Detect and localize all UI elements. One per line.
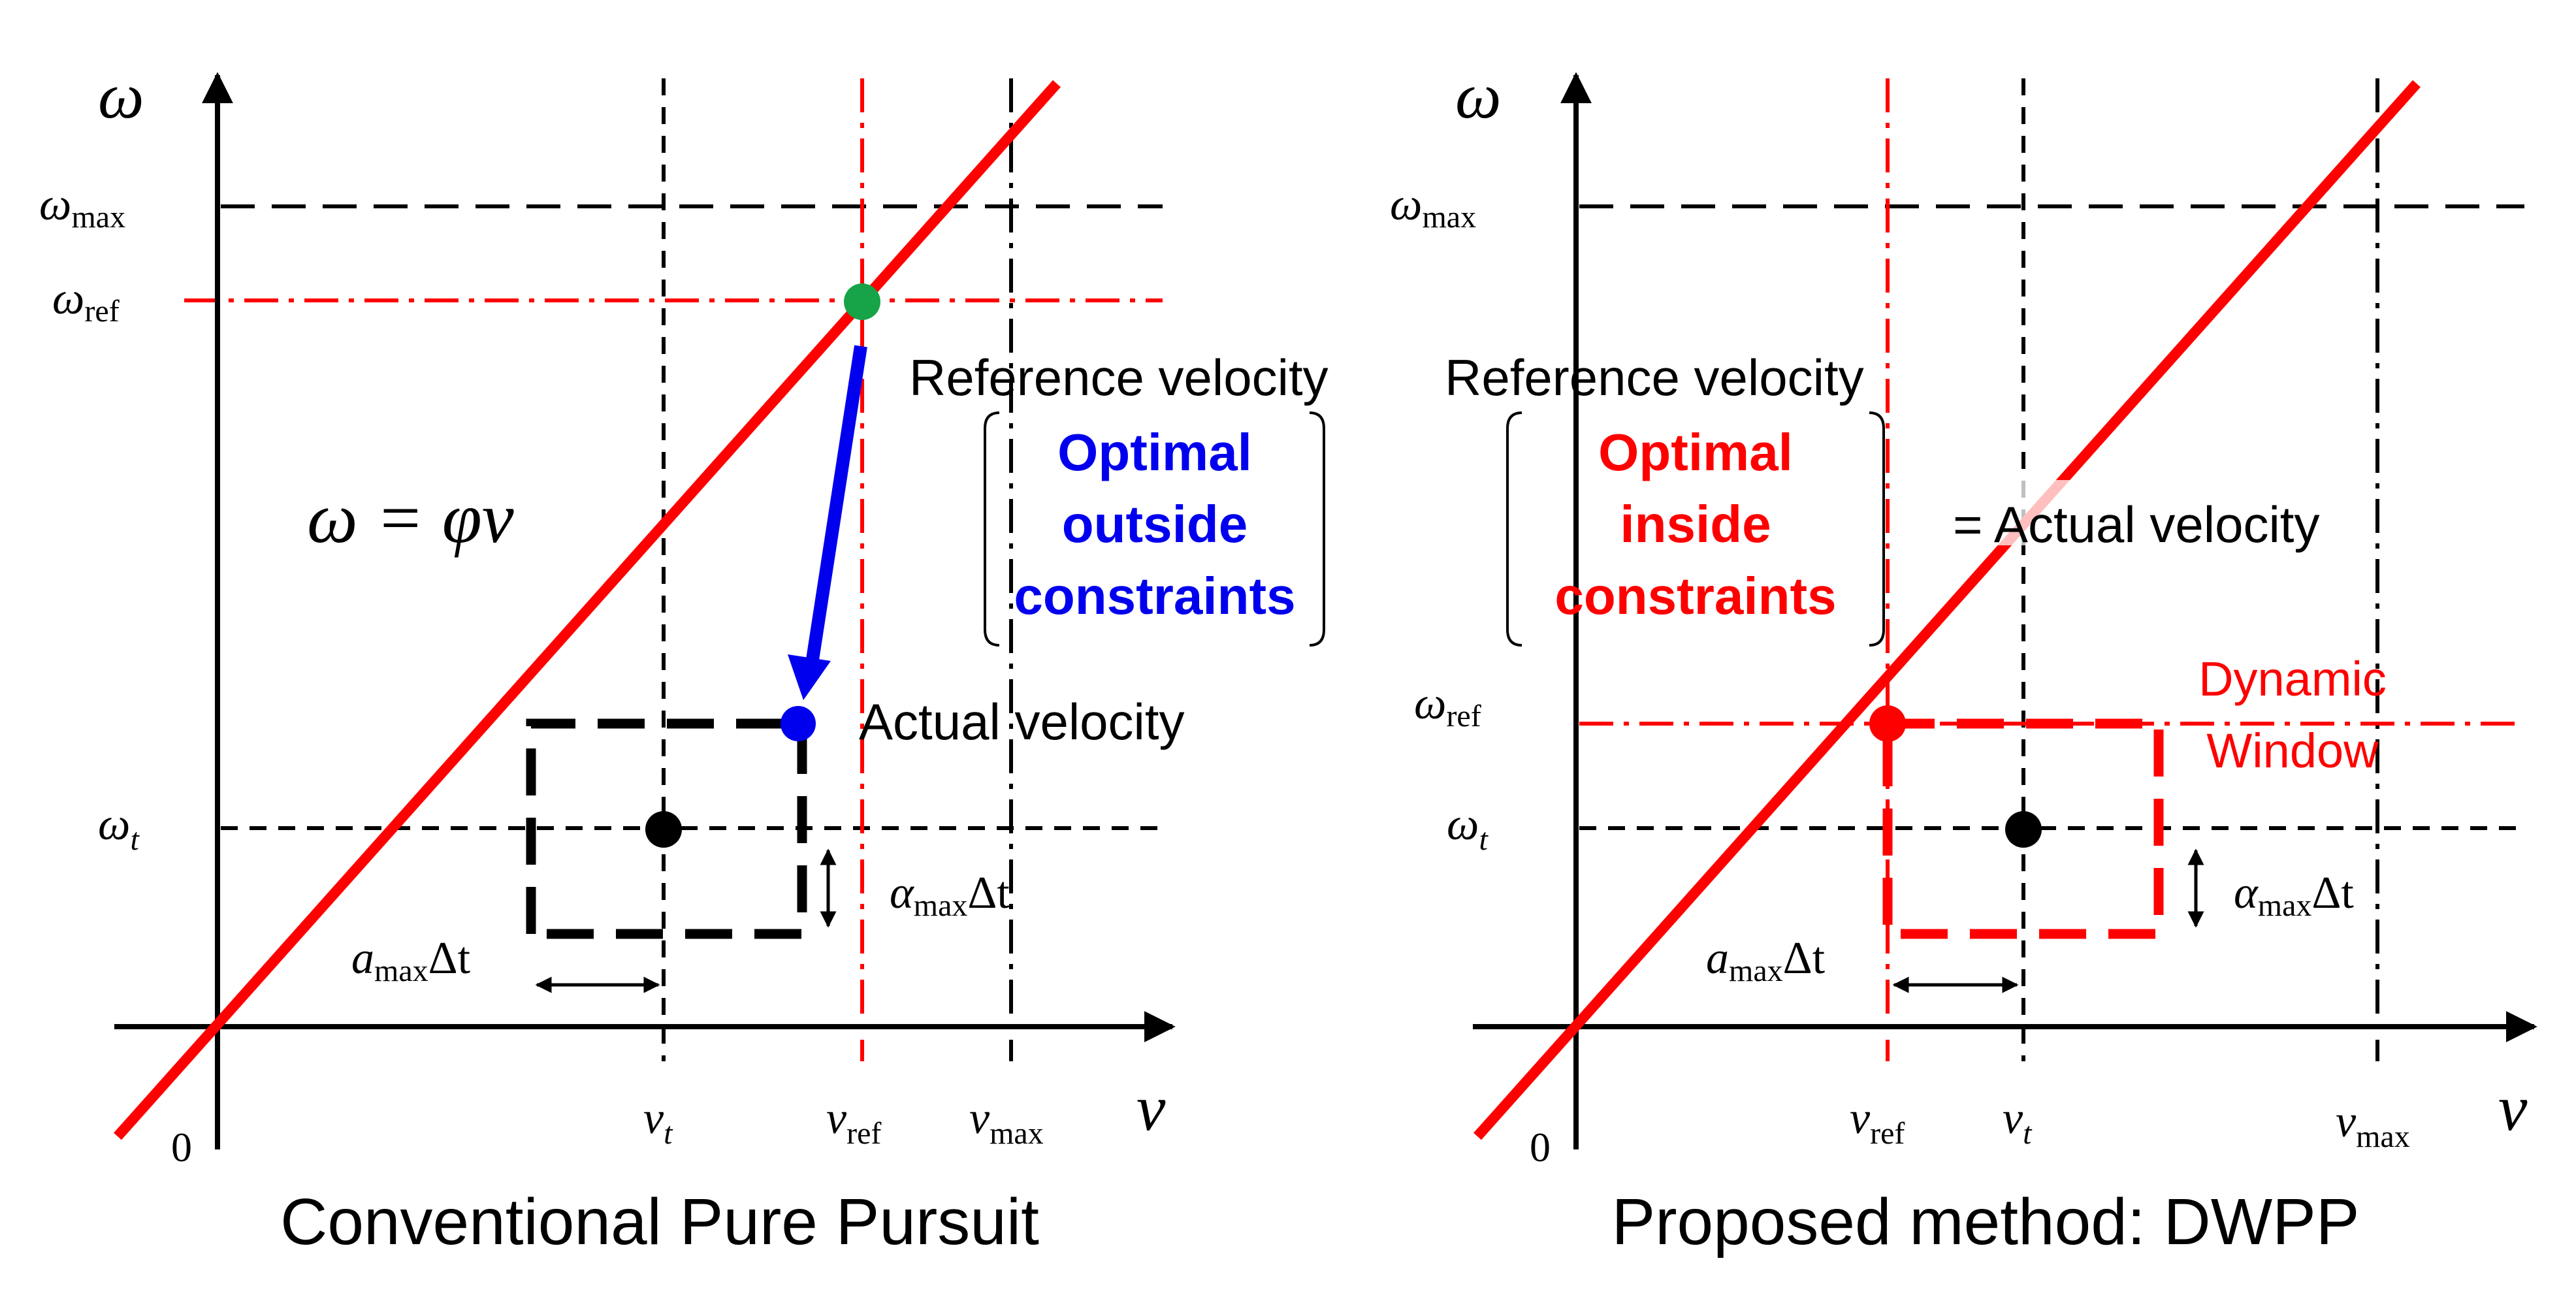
right-caption: Proposed method: DWPP — [1612, 1185, 2360, 1259]
right-current-point — [2005, 811, 2042, 848]
left-blue-arrowhead — [788, 654, 831, 700]
right-vref-label: vref — [1850, 1093, 1905, 1151]
left-origin-label: 0 — [171, 1124, 192, 1170]
right-x-axis-label: v — [2498, 1072, 2528, 1144]
left-actual-velocity-label: Actual velocity — [859, 693, 1185, 750]
left-optimal-line-2: outside — [1062, 495, 1248, 553]
left-wmax-label: ωmax — [39, 180, 125, 234]
right-reference-point — [1869, 705, 1906, 742]
right-dynamic-window — [1882, 718, 2164, 939]
left-bracket-right — [1309, 411, 1325, 647]
left-y-axis-label: ω — [98, 59, 144, 132]
right-bracket-right — [1869, 411, 1885, 647]
left-current-point — [645, 811, 682, 848]
left-wref-label: ωref — [52, 274, 120, 329]
right-origin-label: 0 — [1530, 1124, 1551, 1170]
left-optimal-line-1: Optimal — [1057, 423, 1252, 481]
left-vt-label: vt — [643, 1093, 673, 1151]
right-bracket-left — [1506, 411, 1522, 647]
left-equation: ω = φv — [307, 478, 514, 558]
right-omega-phi-v-line — [1473, 80, 2421, 1140]
left-alpha-max-dt-label: αmaxΔt — [890, 868, 1010, 923]
right-dynamic-window-line-2: Window — [2206, 724, 2379, 778]
right-y-axis-label: ω — [1455, 59, 1502, 132]
right-wt-label: ωt — [1447, 799, 1489, 857]
right-equals-actual-label: = Actual velocity — [1953, 496, 2319, 553]
left-wt-label: ωt — [98, 799, 140, 857]
left-vmax-label: vmax — [969, 1093, 1044, 1151]
left-vref-label: vref — [826, 1093, 881, 1151]
left-dynamic-window — [526, 718, 807, 939]
left-reference-velocity-label: Reference velocity — [909, 349, 1328, 406]
left-panel: ω v 0 ωmax ωref ωt vt vref vmax ω = φv R… — [39, 59, 1328, 1259]
left-caption: Conventional Pure Pursuit — [280, 1185, 1039, 1259]
left-reference-point — [844, 283, 880, 320]
right-vmax-label: vmax — [2336, 1097, 2410, 1154]
right-optimal-line-1: Optimal — [1598, 423, 1793, 481]
right-panel: ω v 0 ωmax ωref ωt vref vt vmax Referenc… — [1390, 59, 2537, 1259]
left-optimal-line-3: constraints — [1014, 567, 1295, 625]
right-vt-label: vt — [2003, 1093, 2033, 1151]
left-actual-point — [781, 706, 816, 741]
right-alpha-max-dt-label: αmaxΔt — [2234, 868, 2354, 923]
right-optimal-line-2: inside — [1620, 495, 1771, 553]
right-optimal-line-3: constraints — [1554, 567, 1836, 625]
left-blue-arrow — [806, 345, 867, 661]
right-text-backdrop — [1959, 480, 2090, 545]
right-reference-velocity-label: Reference velocity — [1445, 349, 1864, 406]
right-wref-label: ωref — [1414, 679, 1481, 733]
left-bracket-left — [984, 411, 1000, 647]
right-dynamic-window-line-1: Dynamic — [2198, 652, 2387, 706]
left-a-max-dt-label: amaxΔt — [351, 933, 471, 988]
left-x-axis-label: v — [1136, 1072, 1166, 1144]
right-wmax-label: ωmax — [1390, 180, 1476, 234]
left-omega-phi-v-line — [114, 80, 1061, 1140]
right-a-max-dt-label: amaxΔt — [1706, 933, 1826, 988]
